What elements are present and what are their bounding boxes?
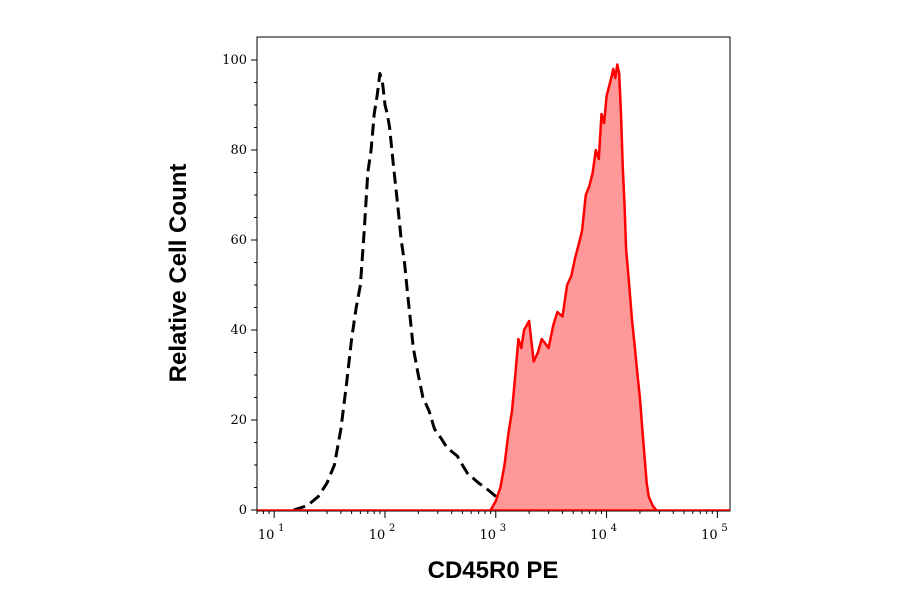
x-axis-title: CD45R0 PE	[428, 557, 559, 584]
series-0-dashed-line	[293, 72, 510, 512]
x-tick-label: 10	[479, 528, 496, 543]
series-1-area	[490, 64, 657, 510]
x-tick-exponent: 3	[500, 523, 506, 534]
y-tick-label: 40	[230, 323, 247, 338]
x-tick-label: 10	[369, 528, 386, 543]
y-tick-label: 20	[230, 413, 247, 428]
y-tick-label: 60	[230, 233, 247, 248]
x-tick-label: 10	[258, 528, 275, 543]
x-tick-exponent: 1	[278, 523, 284, 534]
series-layer	[257, 63, 730, 512]
y-tick-label: 80	[230, 143, 247, 158]
y-tick-label: 100	[222, 53, 247, 68]
x-axis-ticks: 10 1 10 2 10 3 10 4 10 5	[256, 511, 728, 543]
x-tick-exponent: 4	[611, 523, 617, 534]
x-tick-exponent: 2	[389, 523, 395, 534]
plot-border	[256, 36, 731, 512]
x-tick-exponent: 5	[721, 523, 727, 534]
y-axis-title: Relative Cell Count	[165, 164, 192, 383]
plot-frame	[256, 36, 731, 512]
x-tick-label: 10	[590, 528, 607, 543]
y-axis-ticks: 0 20 40 60 80 100	[222, 53, 257, 518]
series-1-outline	[489, 63, 658, 511]
y-tick-label: 0	[239, 503, 247, 518]
x-tick-label: 10	[701, 528, 718, 543]
